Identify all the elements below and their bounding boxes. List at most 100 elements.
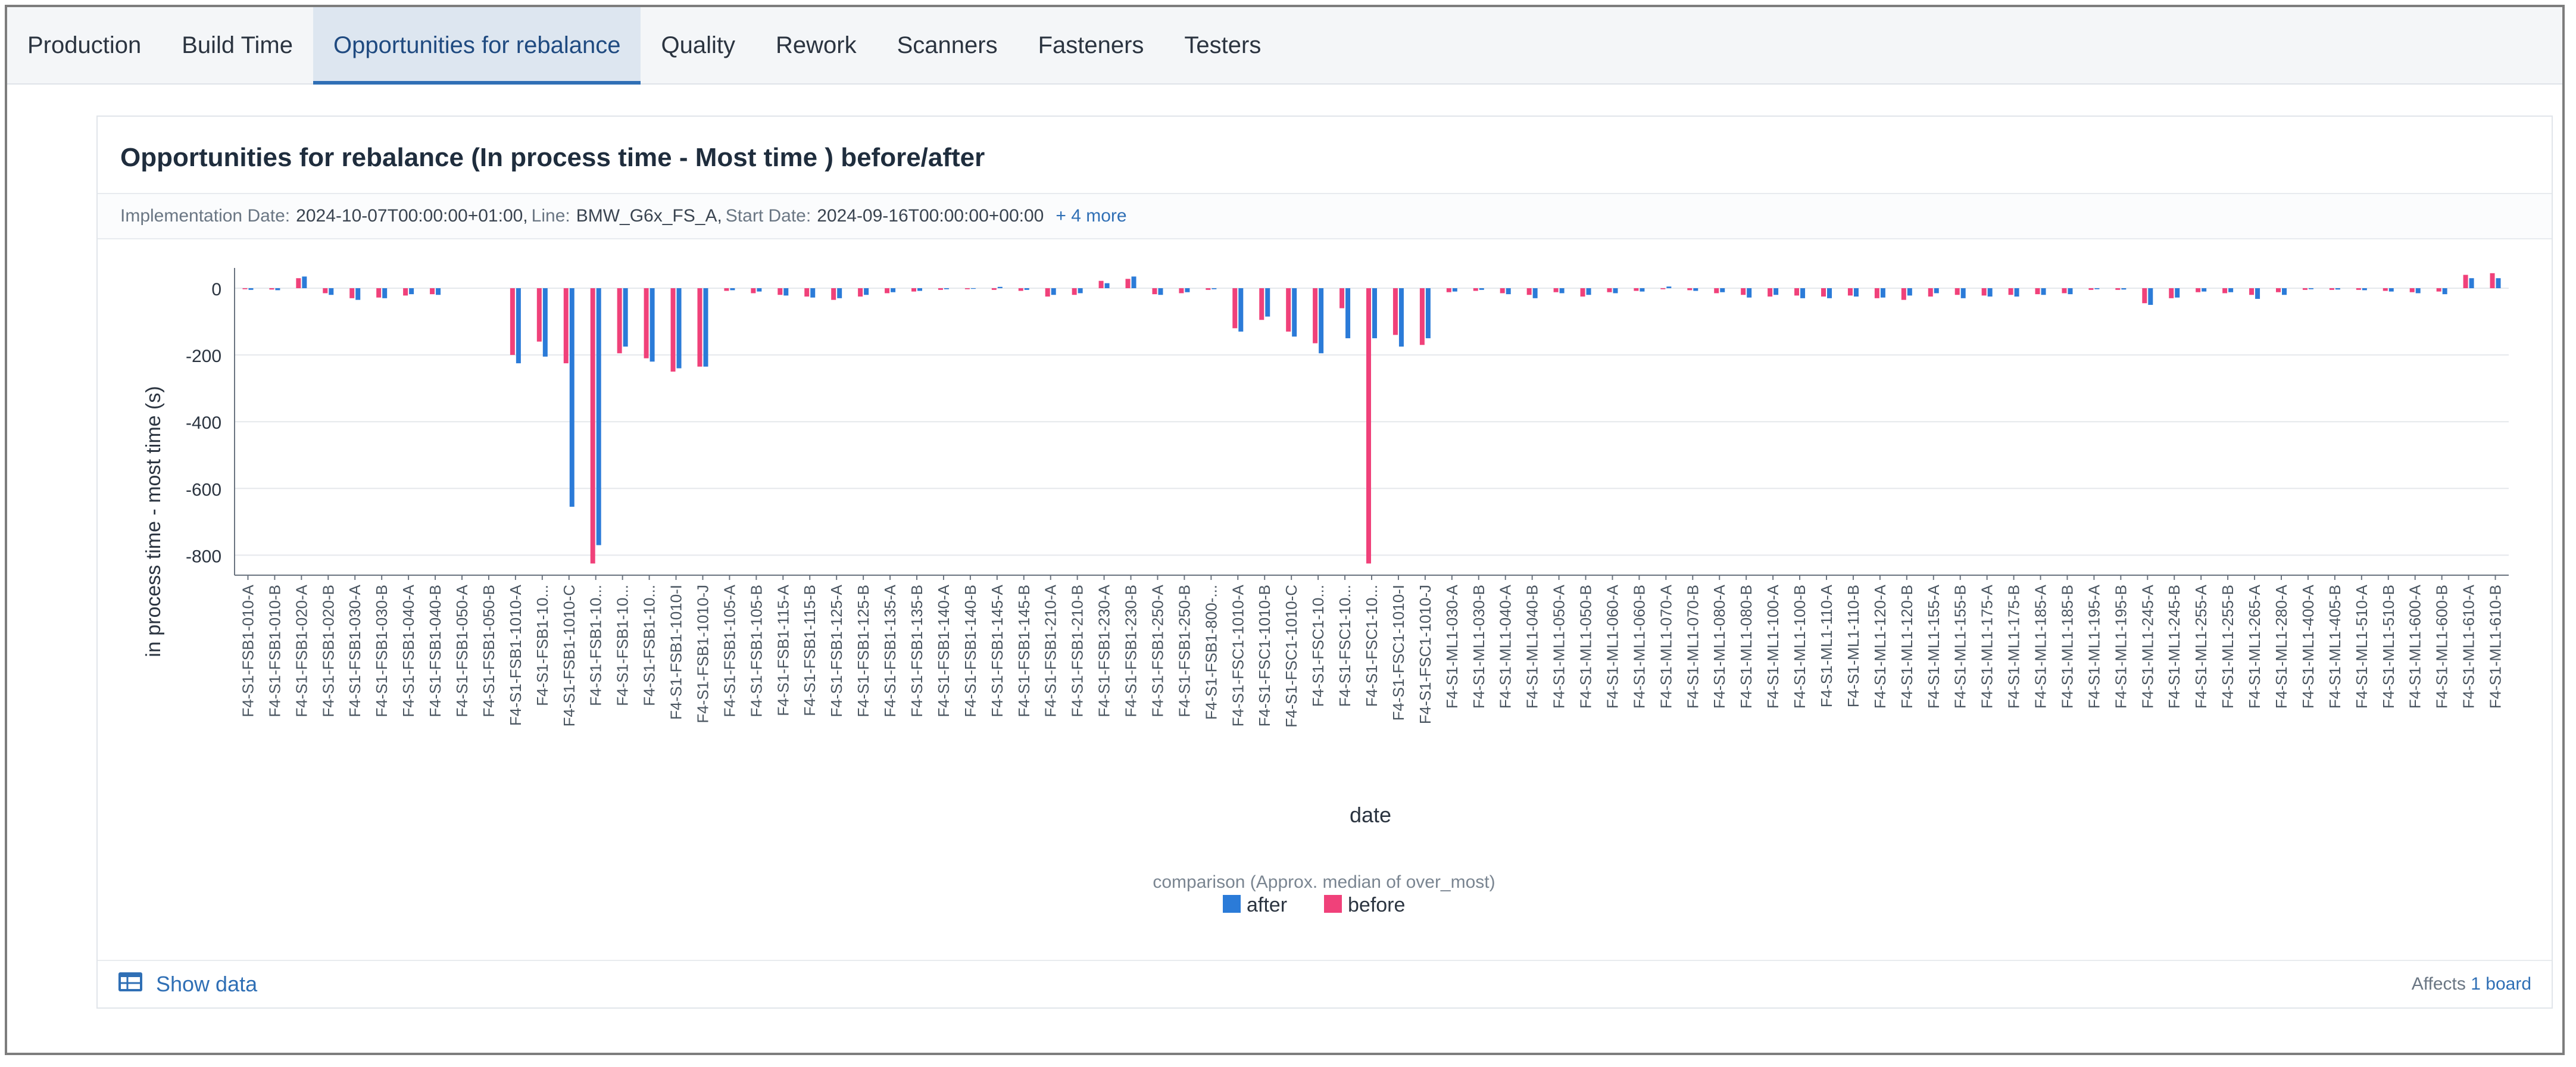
bar-before[interactable]	[644, 288, 649, 358]
bar-after[interactable]	[2121, 288, 2127, 290]
bar-before[interactable]	[1125, 279, 1131, 289]
tab-fasteners[interactable]: Fasteners	[1038, 32, 1144, 58]
bar-before[interactable]	[2169, 288, 2174, 298]
bar-after[interactable]	[837, 288, 842, 298]
bar-before[interactable]	[858, 288, 863, 297]
bar-after[interactable]	[1693, 288, 1698, 291]
bar-after[interactable]	[1452, 288, 1457, 292]
bar-after[interactable]	[1532, 288, 1538, 298]
bar-after[interactable]	[1425, 288, 1431, 339]
bar-after[interactable]	[1185, 288, 1190, 292]
bar-after[interactable]	[1104, 283, 1110, 289]
bar-before[interactable]	[1954, 288, 1960, 295]
bar-before[interactable]	[751, 288, 756, 294]
bar-before[interactable]	[2062, 288, 2067, 294]
bar-before[interactable]	[1152, 288, 1157, 295]
bar-before[interactable]	[724, 288, 729, 291]
bar-before[interactable]	[1072, 288, 1077, 295]
bar-before[interactable]	[2142, 288, 2147, 304]
bar-after[interactable]	[1292, 288, 1297, 337]
bar-before[interactable]	[1179, 288, 1184, 294]
bar-before[interactable]	[323, 288, 328, 294]
bar-after[interactable]	[1747, 288, 1752, 298]
bar-after[interactable]	[730, 288, 735, 291]
bar-after[interactable]	[569, 288, 574, 507]
bar-before[interactable]	[1419, 288, 1425, 345]
bar-after[interactable]	[2148, 288, 2153, 305]
bar-before[interactable]	[2196, 288, 2201, 292]
bar-before[interactable]	[617, 288, 622, 354]
bar-after[interactable]	[1131, 276, 1136, 289]
bar-after[interactable]	[2442, 288, 2447, 295]
bar-after[interactable]	[1398, 288, 1404, 347]
bar-after[interactable]	[1265, 288, 1270, 317]
bar-before[interactable]	[2035, 288, 2040, 295]
bar-after[interactable]	[864, 288, 869, 295]
bar-after[interactable]	[436, 288, 441, 295]
bar-before[interactable]	[1339, 288, 1345, 308]
bar-after[interactable]	[2228, 288, 2234, 292]
tab-opportunities-for-rebalance[interactable]: Opportunities for rebalance	[313, 7, 641, 85]
bar-before[interactable]	[1580, 288, 1585, 297]
bar-after[interactable]	[1934, 288, 1939, 294]
bar-before[interactable]	[697, 288, 702, 367]
bar-before[interactable]	[349, 288, 355, 298]
bar-after[interactable]	[2335, 288, 2340, 290]
bar-after[interactable]	[2068, 288, 2073, 295]
bar-before[interactable]	[1098, 280, 1104, 289]
bar-before[interactable]	[1313, 288, 1318, 344]
bar-before[interactable]	[1259, 288, 1264, 320]
bar-before[interactable]	[1768, 288, 1773, 297]
bar-after[interactable]	[1024, 288, 1029, 290]
bar-after[interactable]	[1827, 288, 1832, 298]
tab-testers[interactable]: Testers	[1184, 32, 1262, 58]
bar-after[interactable]	[2362, 288, 2367, 291]
bar-before[interactable]	[1392, 288, 1398, 335]
bar-before[interactable]	[1821, 288, 1826, 297]
bar-before[interactable]	[1687, 288, 1693, 291]
bar-after[interactable]	[1238, 288, 1244, 332]
bar-before[interactable]	[1366, 288, 1371, 564]
bar-after[interactable]	[810, 288, 816, 298]
bar-before[interactable]	[1741, 288, 1746, 295]
bar-before[interactable]	[1794, 288, 1800, 296]
bar-before[interactable]	[1660, 288, 1666, 289]
bar-after[interactable]	[676, 288, 682, 369]
bar-before[interactable]	[590, 288, 595, 564]
bar-after[interactable]	[1078, 288, 1083, 294]
bar-after[interactable]	[1372, 288, 1377, 339]
bar-before[interactable]	[403, 288, 408, 296]
tab-production[interactable]: Production	[27, 32, 142, 58]
bar-after[interactable]	[2014, 288, 2019, 297]
bar-after[interactable]	[2094, 288, 2100, 289]
bar-after[interactable]	[650, 288, 655, 362]
bar-before[interactable]	[1473, 288, 1478, 291]
bar-after[interactable]	[516, 288, 521, 364]
bar-after[interactable]	[1158, 288, 1163, 295]
bar-after[interactable]	[783, 288, 789, 296]
bar-after[interactable]	[596, 288, 601, 545]
bar-before[interactable]	[1286, 288, 1291, 332]
bar-after[interactable]	[944, 288, 949, 289]
tab-rework[interactable]: Rework	[775, 32, 857, 58]
bar-after[interactable]	[382, 288, 388, 298]
bar-after[interactable]	[1319, 288, 1324, 354]
bar-before[interactable]	[2436, 288, 2441, 292]
bar-before[interactable]	[991, 288, 997, 290]
bar-before[interactable]	[1847, 288, 1853, 296]
bar-after[interactable]	[623, 288, 628, 347]
bar-after[interactable]	[1800, 288, 1806, 298]
bar-after[interactable]	[329, 288, 334, 295]
bar-after[interactable]	[2255, 288, 2260, 299]
bar-after[interactable]	[2388, 288, 2394, 292]
bar-after[interactable]	[2175, 288, 2180, 298]
bar-after[interactable]	[275, 288, 280, 291]
bar-before[interactable]	[1634, 288, 1639, 291]
bar-before[interactable]	[778, 288, 783, 295]
bar-after[interactable]	[542, 288, 548, 357]
bar-after[interactable]	[2041, 288, 2046, 295]
bar-after[interactable]	[1773, 288, 1779, 295]
bar-before[interactable]	[1714, 288, 1719, 294]
bar-before[interactable]	[1446, 288, 1451, 292]
show-data-button[interactable]: Show data	[118, 972, 257, 997]
